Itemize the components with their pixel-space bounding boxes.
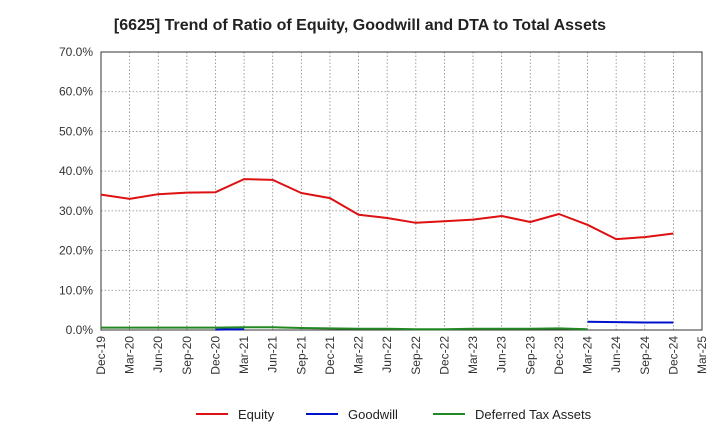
y-tick-label: 50.0% (59, 124, 93, 138)
plot-area (100, 51, 703, 331)
x-tick-label: Sep-21 (294, 336, 308, 375)
legend-label: Goodwill (348, 407, 398, 422)
x-tick-label: Jun-23 (495, 336, 509, 373)
x-tick-label: Jun-22 (380, 336, 394, 373)
y-tick-label: 60.0% (59, 85, 93, 99)
grid-lines (100, 51, 703, 331)
x-tick-label: Dec-22 (437, 336, 451, 375)
x-tick-label: Sep-23 (523, 336, 537, 375)
x-tick-label: Dec-19 (94, 336, 108, 375)
series-line-goodwill (587, 320, 674, 324)
x-tick-label: Mar-21 (237, 336, 251, 374)
x-tick-label: Jun-24 (609, 336, 623, 373)
x-axis: Dec-19 Mar-20 Jun-20 Sep-20 Dec-20 Mar-21 Jun-… (94, 336, 709, 375)
x-tick-label: Sep-24 (638, 336, 652, 375)
y-tick-label: 20.0% (59, 244, 93, 258)
y-tick-label: 30.0% (59, 204, 93, 218)
x-tick-label: Dec-24 (666, 336, 680, 375)
series-lines (100, 178, 674, 331)
y-tick-label: 0.0% (66, 323, 94, 337)
y-tick-label: 40.0% (59, 164, 93, 178)
legend-label: Deferred Tax Assets (475, 407, 592, 422)
chart-title: [6625] Trend of Ratio of Equity, Goodwil… (114, 17, 606, 34)
legend: Equity Goodwill Deferred Tax Assets (196, 407, 592, 422)
series-line-equity (100, 178, 674, 241)
x-tick-label: Sep-20 (180, 336, 194, 375)
legend-label: Equity (238, 407, 275, 422)
x-tick-label: Jun-21 (266, 336, 280, 373)
x-tick-label: Jun-20 (151, 336, 165, 373)
y-tick-label: 10.0% (59, 283, 93, 297)
x-tick-label: Mar-20 (123, 336, 137, 374)
x-tick-label: Mar-25 (695, 336, 709, 374)
x-tick-label: Mar-24 (581, 336, 595, 374)
x-tick-label: Mar-22 (352, 336, 366, 374)
x-tick-label: Dec-21 (323, 336, 337, 375)
y-axis: 0.0% 10.0% 20.0% 30.0% 40.0% 50.0% 60.0% 70.0% (59, 45, 93, 337)
x-tick-label: Dec-20 (208, 336, 222, 375)
x-tick-label: Mar-23 (466, 336, 480, 374)
x-tick-label: Sep-22 (409, 336, 423, 375)
y-tick-label: 70.0% (59, 45, 93, 59)
x-tick-label: Dec-23 (552, 336, 566, 375)
series-line-deferred-tax-assets (101, 326, 588, 331)
